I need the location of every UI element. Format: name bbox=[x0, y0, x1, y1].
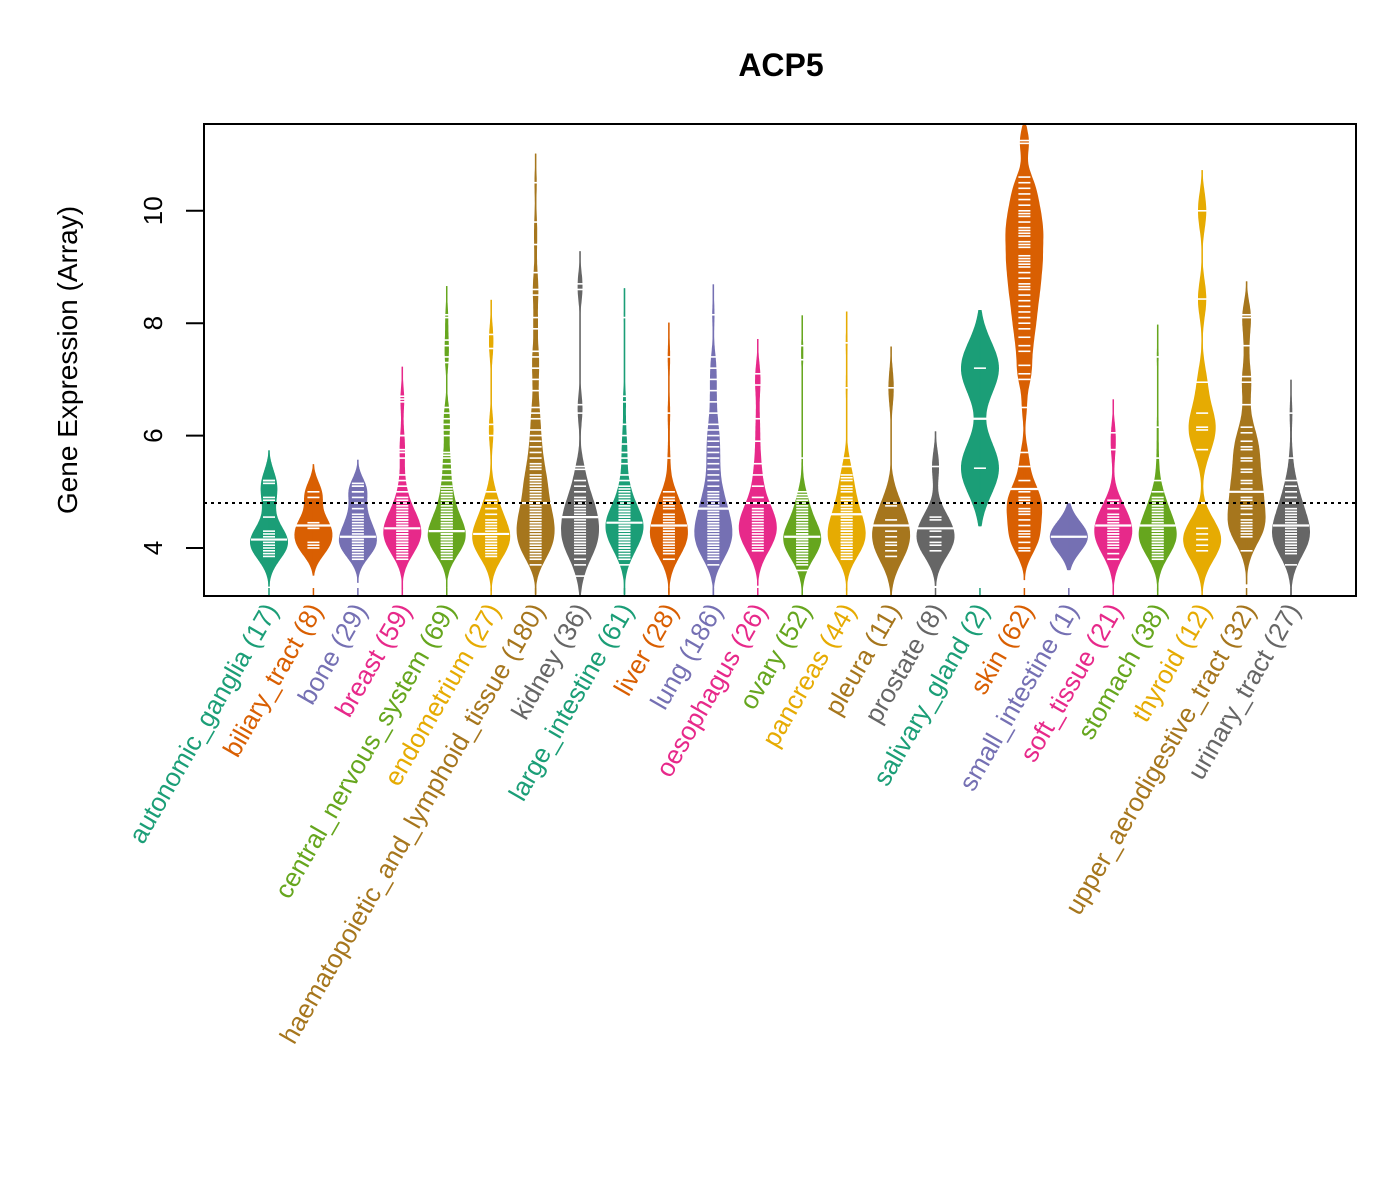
bean-thyroid[interactable] bbox=[1183, 170, 1222, 592]
bean-kidney[interactable] bbox=[561, 251, 599, 596]
y-tick-label: 10 bbox=[138, 196, 168, 225]
bean-small_intestine[interactable] bbox=[1049, 503, 1088, 571]
bean-endometrium[interactable] bbox=[472, 299, 511, 591]
y-axis-label: Gene Expression (Array) bbox=[52, 206, 83, 514]
y-tick-label: 4 bbox=[138, 541, 168, 555]
y-tick-label: 8 bbox=[138, 316, 168, 330]
bean-stomach[interactable] bbox=[1138, 324, 1177, 592]
chart-title: ACP5 bbox=[738, 47, 823, 83]
bean-breast[interactable] bbox=[383, 366, 422, 589]
bean-urinary_tract[interactable] bbox=[1272, 379, 1310, 596]
plot-frame bbox=[203, 123, 1357, 597]
bean-soft_tissue[interactable] bbox=[1094, 399, 1133, 593]
bean-salivary_gland[interactable] bbox=[961, 310, 999, 527]
bean-ovary[interactable] bbox=[783, 315, 822, 596]
beans-layer bbox=[204, 125, 1356, 596]
bean-haematopoietic_and_lymphoid_tissue[interactable] bbox=[516, 153, 555, 594]
bean-liver[interactable] bbox=[649, 322, 688, 594]
bean-pleura[interactable] bbox=[872, 346, 911, 596]
x-axis-labels: autonomic_ganglia (17)biliary_tract (8)b… bbox=[122, 588, 1306, 1049]
bean-lung[interactable] bbox=[694, 284, 733, 596]
bean-biliary_tract[interactable] bbox=[294, 464, 333, 576]
bean-upper_aerodigestive_tract[interactable] bbox=[1227, 281, 1266, 585]
bean-large_intestine[interactable] bbox=[605, 288, 644, 595]
y-tick-label: 6 bbox=[138, 428, 168, 442]
bean-skin[interactable] bbox=[1005, 125, 1044, 581]
y-axis: 4 6 8 10 bbox=[138, 196, 204, 555]
bean-autonomic_ganglia[interactable] bbox=[250, 450, 288, 587]
bean-central_nervous_system[interactable] bbox=[427, 286, 466, 588]
bean-bone[interactable] bbox=[338, 459, 377, 583]
bean-oesophagus[interactable] bbox=[738, 338, 777, 586]
bean-prostate[interactable] bbox=[916, 431, 955, 586]
bean-pancreas[interactable] bbox=[827, 311, 866, 591]
